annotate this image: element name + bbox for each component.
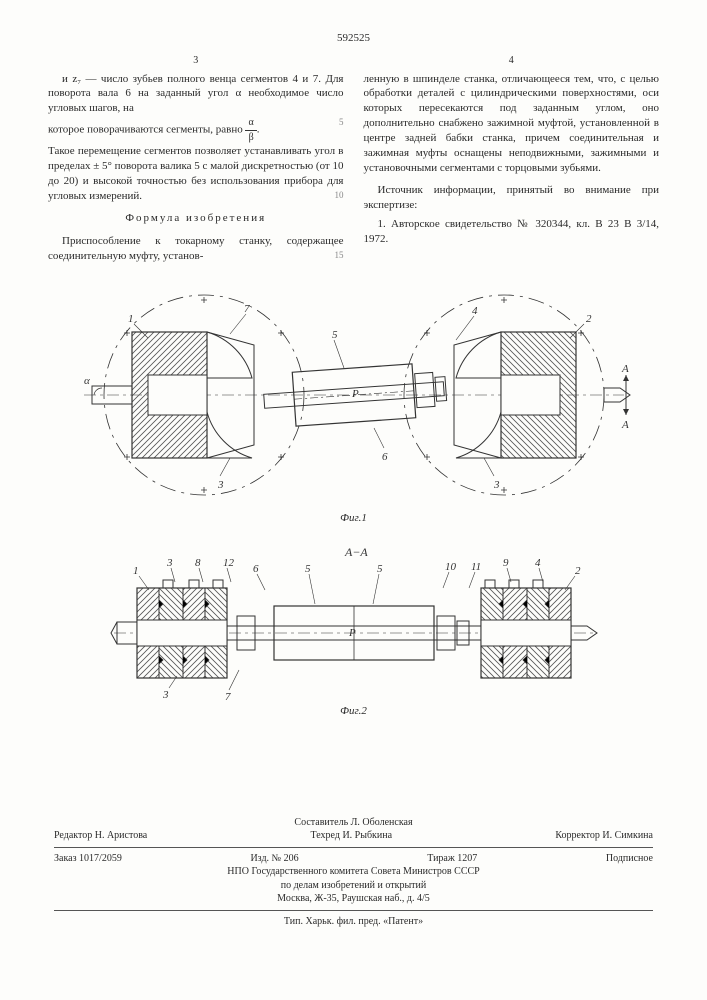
addr: Москва, Ж-35, Раушская наб., д. 4/5 [54,892,653,906]
svg-text:11: 11 [471,561,481,573]
svg-text:9: 9 [503,557,509,569]
frac-num: α [245,116,256,131]
line-num-10: 10 [335,189,344,201]
svg-text:A−A: A−A [344,545,368,559]
org2: по делам изобретений и открытий [54,879,653,893]
left-p1b: которое поворачиваются сегменты, равно α… [48,116,344,144]
svg-text:A: A [621,363,629,375]
figure-1-area: 1 7 5 4 2 3 3 6 P α A A Фиг.1 [0,264,707,534]
izd: Изд. № 206 [250,852,298,866]
frac-den: β [245,131,256,145]
svg-text:5: 5 [332,329,338,341]
compiler: Составитель Л. Оболенская [54,816,653,830]
left-p2: Такое перемещение сегментов позволяет ус… [48,144,344,203]
left-p3: Приспособление к токарному станку, содер… [48,234,344,264]
svg-text:3: 3 [493,479,500,491]
right-p3: 1. Авторское свидетельство № 320344, кл.… [364,217,660,247]
figure-2: A−A 1 3 8 12 6 5 5 10 11 9 4 2 3 7 P [109,538,599,703]
line-num-15: 15 [321,249,344,261]
left-p1a: и z₇ — число зубьев полного венца сегмен… [48,72,344,117]
col-num-left: 3 [48,54,344,68]
svg-text:3: 3 [166,557,173,569]
formula-title: Формула изобретения [48,211,344,226]
svg-text:2: 2 [586,313,592,325]
svg-text:P: P [351,388,359,400]
svg-text:5: 5 [305,563,311,575]
svg-text:2: 2 [575,565,581,577]
left-p3-text: Приспособление к токарному станку, содер… [48,235,344,262]
svg-text:10: 10 [445,561,457,573]
svg-text:α: α [84,375,90,387]
org1: НПО Государственного комитета Совета Мин… [54,865,653,879]
corrector: Корректор И. Симкина [555,829,653,843]
svg-text:8: 8 [195,557,201,569]
right-p2: Источник информации, принятый во внимани… [364,183,660,213]
tirage: Тираж 1207 [427,852,477,866]
fig1-label: Фиг.1 [40,512,667,524]
left-p2-text: Такое перемещение сегментов позволяет ус… [48,145,344,202]
svg-text:A: A [621,419,629,431]
svg-text:7: 7 [225,691,231,703]
text-columns: 3 и z₇ — число зубьев полного венца сегм… [0,44,707,264]
col-num-right: 4 [364,54,660,68]
svg-text:1: 1 [133,565,139,577]
svg-text:P: P [348,627,356,639]
svg-text:5: 5 [377,563,383,575]
svg-text:4: 4 [535,557,541,569]
print: Тип. Харьк. фил. пред. «Патент» [54,915,653,929]
figure-1: 1 7 5 4 2 3 3 6 P α A A [74,280,634,510]
fraction: α β [245,116,256,144]
right-p1: ленную в шпинделе станка, отличающееся т… [364,72,660,176]
svg-text:6: 6 [382,451,388,463]
patent-number: 592525 [0,0,707,44]
left-p1b-text: которое поворачиваются сегменты, равно [48,124,243,136]
figure-2-area: A−A 1 3 8 12 6 5 5 10 11 9 4 2 3 7 P [0,534,707,727]
sign: Подписное [606,852,653,866]
svg-text:12: 12 [223,557,235,569]
line-num-5: 5 [339,116,344,128]
left-column: 3 и z₇ — число зубьев полного венца сегм… [48,54,344,264]
svg-text:6: 6 [253,563,259,575]
tech: Техред И. Рыбкина [311,829,393,843]
footer-credits: Редактор Н. Аристова Техред И. Рыбкина К… [54,829,653,843]
right-column: 4 ленную в шпинделе станка, отличающееся… [364,54,660,264]
fig2-label: Фиг.2 [40,705,667,717]
editor: Редактор Н. Аристова [54,829,147,843]
svg-text:7: 7 [244,303,250,315]
footer-order-line: Заказ 1017/2059 Изд. № 206 Тираж 1207 По… [54,852,653,866]
svg-text:3: 3 [162,689,169,701]
order: Заказ 1017/2059 [54,852,122,866]
footer-block: Составитель Л. Оболенская Редактор Н. Ар… [54,816,653,929]
svg-text:3: 3 [217,479,224,491]
svg-text:4: 4 [472,305,478,317]
svg-text:1: 1 [128,313,134,325]
